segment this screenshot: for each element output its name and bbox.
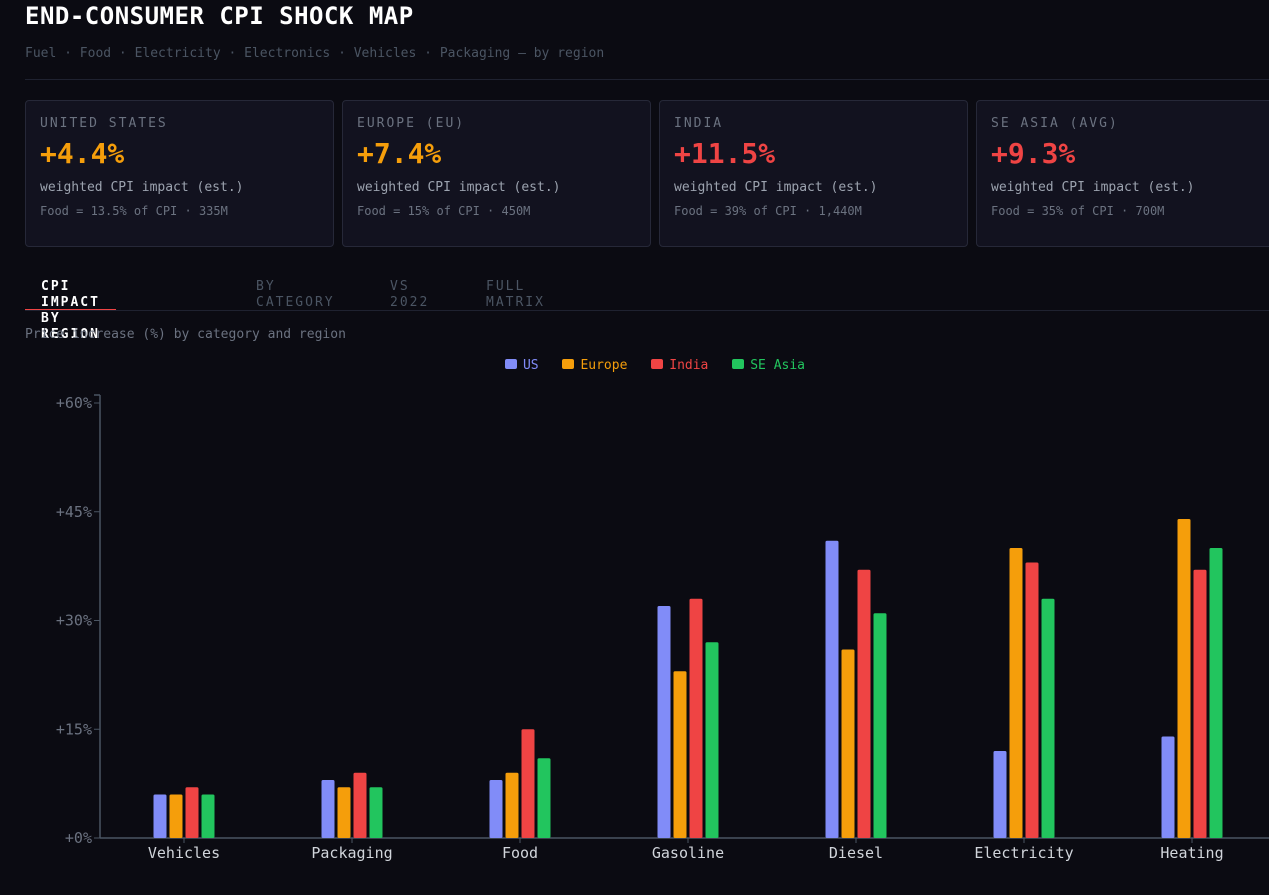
tab-cpi-impact-by-region[interactable]: CPI IMPACT BY REGION [25, 279, 116, 342]
bar-chart: +0% +15% +30% +45% +60% Vehicles Packaging Food… [56, 394, 1269, 862]
bar-europe-electricity [1009, 548, 1023, 838]
y-tick-label: +0% [65, 829, 92, 847]
card-label: weighted CPI impact (est.) [991, 180, 1195, 195]
chart-legend: US Europe India SE Asia [0, 358, 1269, 373]
legend-label: Europe [580, 358, 628, 373]
legend-item-us[interactable]: US [504, 358, 539, 373]
x-tick-label: Food [502, 844, 538, 862]
tabs-divider [25, 310, 1269, 311]
card-region: UNITED STATES [40, 116, 168, 131]
x-tick-label: Packaging [311, 844, 392, 862]
legend-swatch [504, 359, 517, 369]
x-tick-label: Diesel [829, 844, 883, 862]
legend-item-seasia[interactable]: SE Asia [732, 358, 805, 373]
legend-label: US [522, 358, 539, 373]
bar-us-diesel [825, 540, 839, 838]
bar-europe-diesel [841, 649, 855, 838]
bar-se-asia-vehicles [201, 794, 215, 838]
legend-label: India [669, 358, 709, 373]
y-tick-label: +30% [56, 612, 92, 630]
card-value: +7.4% [357, 137, 442, 170]
bar-us-electricity [993, 751, 1007, 838]
bar-se-asia-gasoline [705, 642, 719, 838]
bar-se-asia-heating [1209, 548, 1223, 838]
legend-label: SE Asia [750, 358, 806, 373]
y-tick-label: +15% [56, 720, 92, 738]
bar-us-food [489, 780, 503, 838]
bar-europe-heating [1177, 519, 1191, 838]
page-title: END-CONSUMER CPI SHOCK MAP [25, 2, 414, 30]
card-region: INDIA [674, 116, 724, 131]
region-card-europe: EUROPE (EU) +7.4% weighted CPI impact (e… [342, 100, 651, 247]
card-value: +4.4% [40, 137, 125, 170]
header-divider [25, 79, 1269, 80]
bar-india-diesel [857, 569, 871, 838]
card-food-note: Food = 39% of CPI · 1,440M [674, 204, 862, 218]
chart-title: Price increase (%) by category and regio… [25, 327, 346, 342]
card-food-note: Food = 13.5% of CPI · 335M [40, 204, 228, 218]
tab-vs-2022[interactable]: VS 2022 [390, 279, 430, 310]
x-tick-label: Gasoline [652, 844, 724, 862]
legend-swatch [562, 359, 575, 369]
legend-swatch [651, 359, 664, 369]
card-label: weighted CPI impact (est.) [674, 180, 878, 195]
card-region: SE ASIA (AVG) [991, 116, 1119, 131]
x-tick-label: Electricity [974, 844, 1073, 862]
region-card-india: INDIA +11.5% weighted CPI impact (est.) … [659, 100, 968, 247]
bar-us-packaging [321, 780, 335, 838]
bar-us-vehicles [153, 794, 167, 838]
bar-se-asia-diesel [873, 613, 887, 838]
bar-se-asia-packaging [369, 787, 383, 838]
bar-europe-gasoline [673, 671, 687, 838]
legend-item-india[interactable]: India [651, 358, 708, 373]
card-label: weighted CPI impact (est.) [357, 180, 561, 195]
y-tick-label: +45% [56, 503, 92, 521]
page-subtitle: Fuel · Food · Electricity · Electronics … [25, 46, 605, 61]
x-tick-label: Heating [1160, 844, 1223, 862]
bar-europe-food [505, 772, 519, 838]
y-tick-label: +60% [56, 394, 92, 412]
card-food-note: Food = 35% of CPI · 700M [991, 204, 1165, 218]
region-card-seasia: SE ASIA (AVG) +9.3% weighted CPI impact … [976, 100, 1269, 247]
bar-se-asia-food [537, 758, 551, 838]
bar-india-packaging [353, 772, 367, 838]
bar-europe-vehicles [169, 794, 183, 838]
bar-india-gasoline [689, 598, 703, 838]
card-region: EUROPE (EU) [357, 116, 466, 131]
bar-india-heating [1193, 569, 1207, 838]
bar-us-gasoline [657, 606, 671, 838]
card-food-note: Food = 15% of CPI · 450M [357, 204, 531, 218]
bar-india-vehicles [185, 787, 199, 838]
card-value: +11.5% [674, 137, 776, 170]
tab-by-category[interactable]: BY CATEGORY [256, 279, 335, 310]
x-tick-label: Vehicles [148, 844, 220, 862]
bar-europe-packaging [337, 787, 351, 838]
region-card-us: UNITED STATES +4.4% weighted CPI impact … [25, 100, 334, 247]
bar-se-asia-electricity [1041, 598, 1055, 838]
card-value: +9.3% [991, 137, 1076, 170]
bar-india-electricity [1025, 562, 1039, 838]
bar-us-heating [1161, 736, 1175, 838]
card-label: weighted CPI impact (est.) [40, 180, 244, 195]
bar-india-food [521, 729, 535, 838]
tab-full-matrix[interactable]: FULL MATRIX [486, 279, 545, 310]
legend-swatch [732, 359, 745, 369]
legend-item-europe[interactable]: Europe [562, 358, 627, 373]
